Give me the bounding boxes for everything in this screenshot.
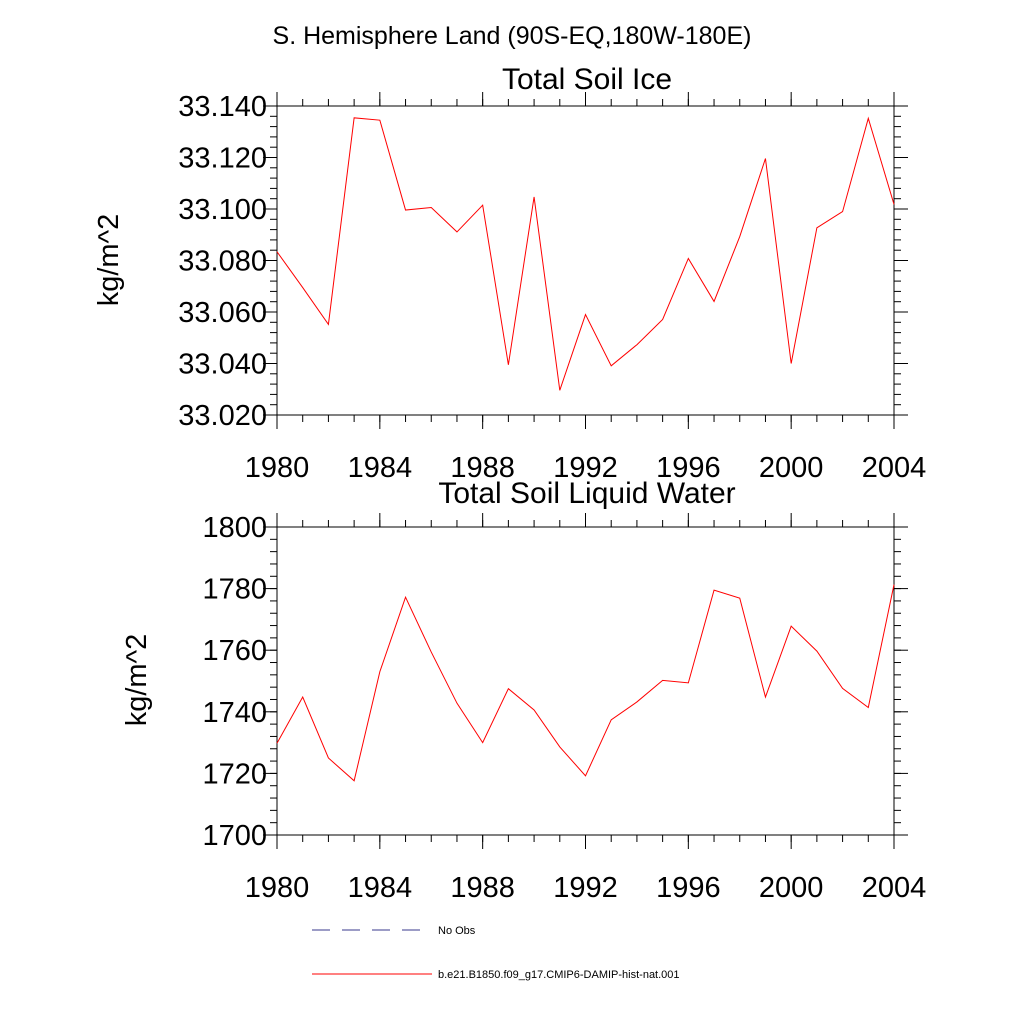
data-point: [611, 365, 612, 366]
data-point: [482, 205, 483, 206]
y-axis-label: kg/m^2: [93, 214, 125, 307]
y-tick-label: 1760: [202, 635, 267, 667]
data-point: [842, 688, 843, 689]
y-axis-label: kg/m^2: [121, 634, 153, 727]
data-point: [611, 719, 612, 720]
data-point: [482, 742, 483, 743]
data-point: [354, 117, 355, 118]
data-point: [533, 196, 534, 197]
x-tick-label: 1992: [553, 872, 618, 904]
data-point: [456, 231, 457, 232]
y-tick-label: 1720: [202, 758, 267, 790]
data-point: [354, 780, 355, 781]
y-tick-label: 33.080: [178, 246, 267, 278]
axes: 33.020 33.040 33.060 33.080 33.100 33.120 33.1…: [178, 91, 926, 484]
data-point: [533, 709, 534, 710]
data-point: [713, 590, 714, 591]
data-point: [328, 324, 329, 325]
data-point: [405, 597, 406, 598]
data-point: [302, 696, 303, 697]
data-point: [688, 258, 689, 259]
data-point: [842, 211, 843, 212]
y-tick-label: 33.020: [178, 400, 267, 432]
data-point: [765, 158, 766, 159]
data-point: [662, 319, 663, 320]
y-tick-label: 33.100: [178, 194, 267, 226]
axes: 1700 1720 1740 1760 1780 1800 1980 1984 1988 1992…: [202, 512, 926, 904]
y-tick-label: 1700: [202, 820, 267, 852]
data-point: [508, 364, 509, 365]
chart-title: Total Soil Liquid Water: [438, 477, 735, 510]
y-tick-label: 33.040: [178, 349, 267, 381]
data-point: [765, 696, 766, 697]
data-point: [868, 707, 869, 708]
data-point: [868, 118, 869, 119]
data-point: [816, 651, 817, 652]
series-line: [276, 584, 895, 782]
x-tick-label: 1996: [656, 452, 721, 484]
chart-panel-total-soil-liquid-water: Total Soil Liquid Water kg/m^2 170017201…: [121, 477, 926, 904]
data-point: [662, 680, 663, 681]
data-point: [276, 743, 277, 744]
x-tick-label: 2000: [759, 452, 824, 484]
x-tick-label: 1980: [245, 872, 310, 904]
y-tick-label: 33.120: [178, 143, 267, 175]
data-point: [559, 390, 560, 391]
data-point: [328, 757, 329, 758]
data-point: [893, 584, 894, 585]
data-point: [379, 120, 380, 121]
y-tick-label: 33.060: [178, 297, 267, 329]
chart-title: Total Soil Ice: [502, 63, 672, 96]
y-tick-label: 33.140: [178, 91, 267, 123]
x-tick-label: 2004: [862, 872, 927, 904]
data-point: [302, 287, 303, 288]
x-tick-label: 2004: [862, 452, 927, 484]
x-tick-label: 1984: [348, 872, 413, 904]
data-point: [636, 701, 637, 702]
series-line: [276, 116, 895, 391]
data-point: [276, 251, 277, 252]
legend-label-no-obs: No Obs: [438, 925, 476, 937]
y-tick-label: 1780: [202, 574, 267, 606]
data-point: [816, 227, 817, 228]
y-tick-label: 1740: [202, 697, 267, 729]
data-point: [508, 688, 509, 689]
chart-panel-total-soil-ice: Total Soil Ice kg/m^2 33.020 33.040 33.060…: [93, 63, 926, 484]
plot-area: [276, 584, 895, 782]
legend-label-model: b.e21.B1850.f09_g17.CMIP6-DAMIP-hist-nat…: [438, 969, 680, 981]
y-tick-label: 1800: [202, 512, 267, 544]
x-tick-label: 2000: [759, 872, 824, 904]
data-point: [688, 682, 689, 683]
data-point: [431, 651, 432, 652]
data-point: [585, 775, 586, 776]
x-tick-label: 1984: [348, 452, 413, 484]
data-point: [456, 703, 457, 704]
legend: No Obs b.e21.B1850.f09_g17.CMIP6-DAMIP-h…: [312, 925, 680, 981]
x-tick-label: 1996: [656, 872, 721, 904]
data-point: [379, 671, 380, 672]
data-point: [431, 207, 432, 208]
x-tick-label: 1980: [245, 452, 310, 484]
data-point: [893, 204, 894, 205]
x-tick-label: 1988: [450, 872, 515, 904]
data-point: [739, 598, 740, 599]
figure-suptitle: S. Hemisphere Land (90S-EQ,180W-180E): [273, 22, 752, 50]
data-point: [791, 363, 792, 364]
x-tick-label: 1992: [553, 452, 618, 484]
data-point: [636, 344, 637, 345]
plot-area: [276, 116, 895, 391]
data-point: [713, 301, 714, 302]
data-point: [405, 209, 406, 210]
x-tick-label: 1988: [450, 452, 515, 484]
data-point: [559, 746, 560, 747]
data-point: [791, 626, 792, 627]
data-point: [585, 314, 586, 315]
data-point: [739, 236, 740, 237]
